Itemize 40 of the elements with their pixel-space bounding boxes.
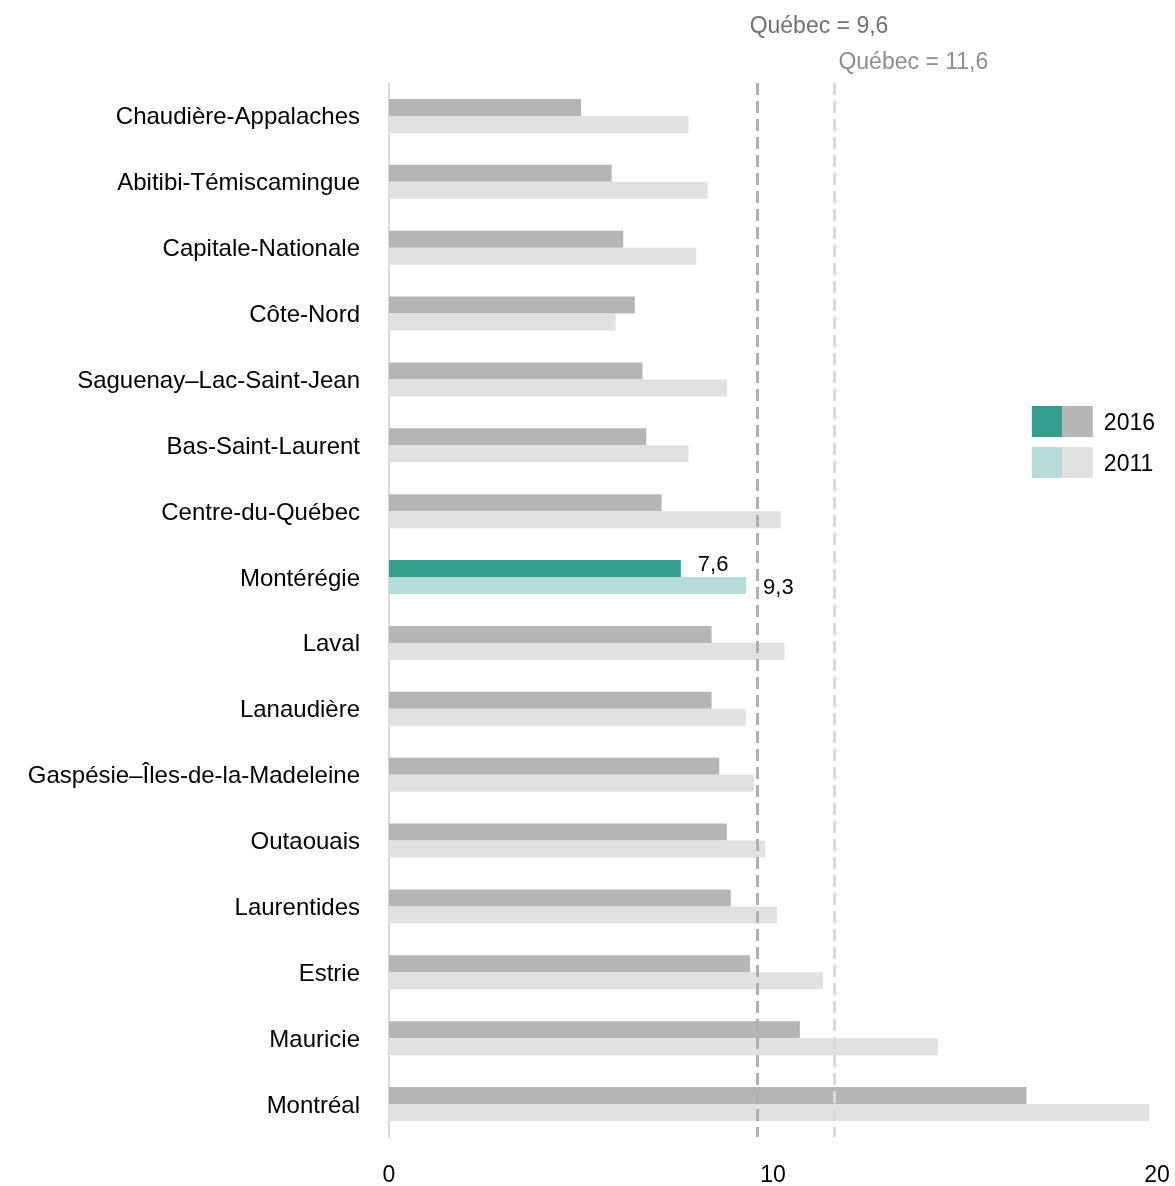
y-tick-label: Montréal	[266, 1090, 360, 1118]
bar	[389, 164, 612, 182]
bar	[389, 428, 647, 446]
y-tick-label: Estrie	[298, 958, 360, 986]
bar	[389, 577, 747, 595]
y-tick-label: Chaudière-Appalaches	[115, 102, 360, 130]
y-tick-label: Outaouais	[250, 827, 360, 855]
ref-line-label: Québec = 9,6	[749, 11, 889, 38]
bar	[389, 560, 681, 578]
y-tick-label: Mauricie	[269, 1024, 360, 1052]
x-tick-label: 0	[382, 1160, 396, 1186]
bar	[389, 296, 635, 314]
y-tick-label: Centre-du-Québec	[161, 497, 360, 525]
y-tick-label: Côte-Nord	[249, 300, 360, 328]
y-tick-label: Capitale-Nationale	[162, 234, 360, 262]
y-tick-label: Abitibi-Témiscamingue	[117, 168, 360, 196]
bar	[389, 230, 624, 248]
bar	[389, 757, 720, 775]
legend-label: 2011	[1103, 449, 1154, 476]
y-tick-label: Laurentides	[234, 892, 360, 920]
x-tick-label: 20	[1144, 1160, 1170, 1186]
y-tick-label: Gaspésie–Îles-de-la-Madeleine	[27, 761, 360, 789]
bar	[389, 823, 727, 841]
y-tick-label: Laval	[302, 629, 360, 657]
legend-label: 2016	[1103, 408, 1156, 435]
x-tick-label: 10	[760, 1160, 786, 1186]
y-tick-label: Saguenay–Lac-Saint-Jean	[77, 365, 360, 393]
bar	[389, 691, 712, 709]
bar	[389, 955, 750, 973]
bar	[389, 98, 581, 116]
y-tick-label: Lanaudière	[239, 695, 360, 723]
data-label: 7,6	[697, 551, 729, 577]
ref-line-label: Québec = 11,6	[838, 47, 989, 74]
bar	[389, 362, 643, 380]
bar	[389, 625, 712, 643]
bar	[389, 494, 662, 512]
y-tick-label: Montérégie	[239, 563, 360, 591]
data-label: 9,3	[763, 574, 794, 600]
y-tick-label: Bas-Saint-Laurent	[166, 431, 361, 459]
bar	[389, 889, 731, 907]
